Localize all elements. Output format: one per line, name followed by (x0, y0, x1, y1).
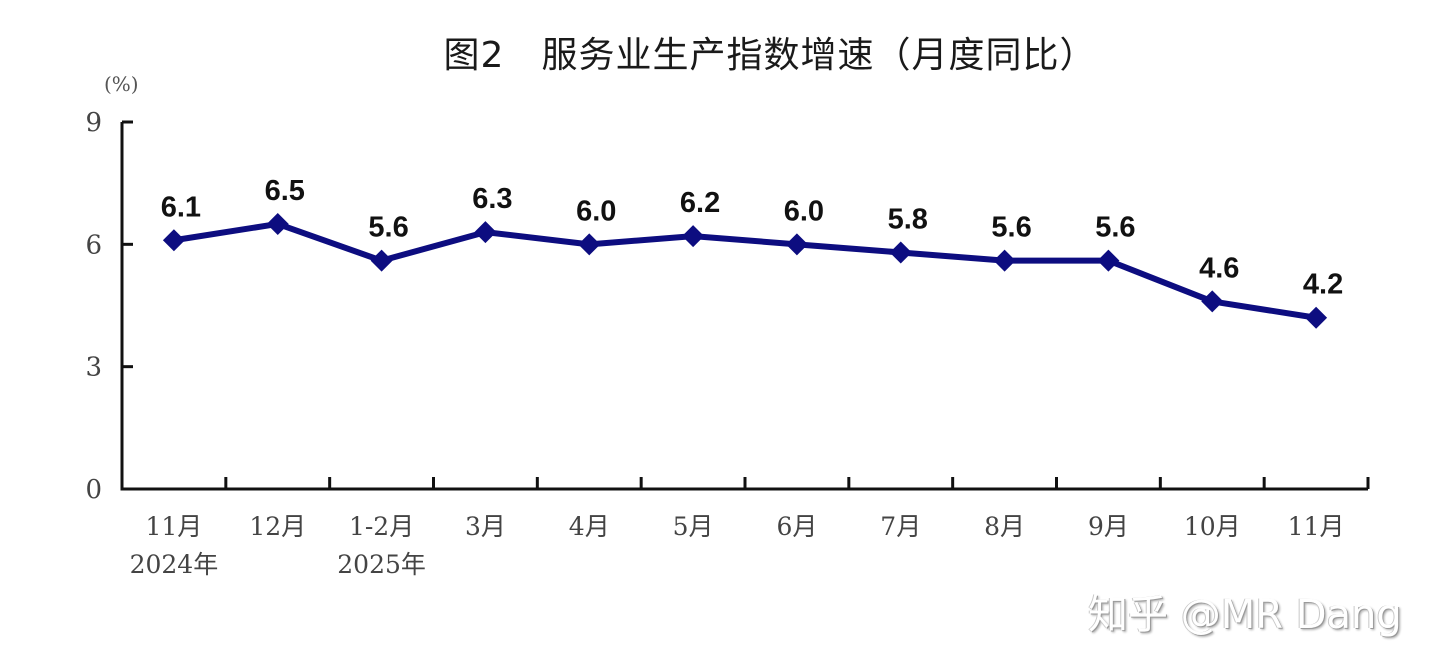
data-label: 6.0 (784, 195, 824, 227)
data-label: 6.1 (161, 191, 201, 223)
diamond-marker-icon (578, 233, 601, 256)
chart-title: 图2 服务业生产指数增速（月度同比） (443, 35, 1097, 76)
y-axis-ticks: 0 3 6 9 (85, 108, 133, 505)
diamond-marker-icon (889, 241, 912, 264)
x-tick-label: 7月 (880, 512, 921, 541)
data-label: 5.8 (888, 203, 928, 235)
data-label: 6.3 (472, 183, 512, 215)
x-tick-label: 11月 (1288, 512, 1345, 541)
x-tick-label: 12月 (249, 512, 306, 541)
x-tick-label: 11月 (146, 512, 203, 541)
data-label: 5.6 (368, 212, 408, 244)
data-label: 5.6 (1095, 212, 1135, 244)
series-line (173, 220, 1317, 321)
x-tick-label: 9月 (1088, 512, 1129, 541)
x-tick-label: 10月 (1184, 512, 1241, 541)
data-label: 6.2 (680, 187, 720, 219)
x-tick-label: 1-2月 (349, 512, 414, 541)
data-label: 6.0 (576, 195, 616, 227)
data-series-line (162, 212, 1328, 329)
diamond-marker-icon (993, 249, 1016, 272)
x-tick-label: 2025年 (337, 550, 426, 579)
diamond-marker-icon (266, 212, 289, 235)
x-tick-label: 4月 (569, 512, 610, 541)
data-label: 4.6 (1199, 252, 1239, 284)
diamond-marker-icon (370, 249, 393, 272)
diamond-marker-icon (785, 233, 808, 256)
y-tick-label: 0 (85, 475, 102, 505)
x-tick-label: 3月 (465, 512, 506, 541)
y-tick-label: 9 (85, 108, 102, 138)
watermark-text: 知乎 @MR Dang (1088, 592, 1402, 638)
diamond-marker-icon (682, 225, 705, 248)
x-axis-ticks: 11月 2024年 12月 1-2月 2025年 3月 4月 5月 6月 7月 8月 9月 10月 11月 (130, 477, 1370, 579)
x-tick-label: 8月 (984, 512, 1025, 541)
data-label: 6.5 (265, 175, 305, 207)
diamond-marker-icon (474, 221, 497, 244)
y-tick-label: 6 (85, 230, 102, 260)
x-tick-label: 2024年 (130, 550, 219, 579)
x-tick-label: 5月 (673, 512, 714, 541)
data-label: 5.6 (991, 212, 1031, 244)
data-labels: 6.1 6.5 5.6 6.3 6.0 6.2 6.0 5.8 5.6 5.6 4.6 4.2 (161, 175, 1343, 301)
y-axis-unit-label: (%) (104, 72, 139, 96)
x-tick-label: 6月 (776, 512, 817, 541)
diamond-marker-icon (162, 229, 185, 252)
data-label: 4.2 (1303, 269, 1343, 301)
diamond-marker-icon (1305, 306, 1328, 329)
y-tick-label: 3 (85, 353, 102, 383)
chart-axes (120, 122, 1368, 491)
diamond-marker-icon (1201, 290, 1224, 313)
diamond-marker-icon (1097, 249, 1120, 272)
